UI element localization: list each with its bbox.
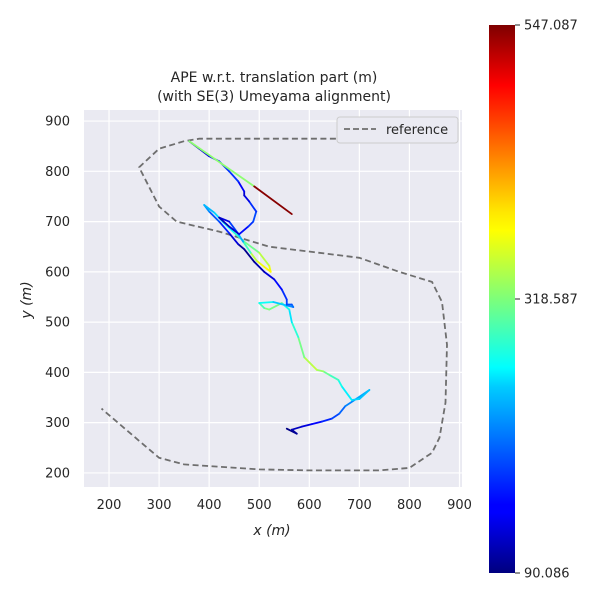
x-tick-label: 800 xyxy=(397,498,422,513)
trajectory-segment xyxy=(247,220,255,228)
trajectory-segment xyxy=(303,356,313,366)
trajectory-segment xyxy=(273,278,283,291)
trajectory-segment xyxy=(290,321,300,339)
trajectory-segment xyxy=(338,405,347,415)
trajectory-segment xyxy=(248,200,258,213)
trajectory-segment xyxy=(243,240,261,254)
trajectory-segment xyxy=(263,270,276,281)
reference-line xyxy=(100,137,448,472)
trajectory-segment xyxy=(255,259,266,268)
x-axis-label: x (m) xyxy=(252,523,290,539)
trajectory-segment xyxy=(280,288,288,301)
chart-subtitle: (with SE(3) Umeyama alignment) xyxy=(157,89,391,105)
trajectory-segment xyxy=(340,385,353,401)
trajectory-segment xyxy=(290,425,303,431)
trajectory-segment xyxy=(228,225,241,236)
legend-box xyxy=(336,116,459,144)
trajectory-segment xyxy=(252,210,258,223)
trajectory-segment xyxy=(242,240,252,254)
y-tick-label: 600 xyxy=(45,265,70,280)
x-tick-label: 500 xyxy=(247,498,272,513)
trajectory-segment xyxy=(208,210,221,223)
trajectory-segment xyxy=(310,420,323,426)
trajectory-segment xyxy=(243,248,256,263)
trajectory-segment xyxy=(218,220,231,235)
trajectory-segment xyxy=(320,417,333,423)
trajectory-segment xyxy=(297,336,306,359)
trajectory-segment xyxy=(272,301,288,307)
x-tick-label: 600 xyxy=(297,498,322,513)
legend: reference xyxy=(336,116,459,144)
trajectory-segment xyxy=(330,412,341,420)
trajectory-segment xyxy=(288,308,293,324)
trajectory-segment xyxy=(253,185,293,215)
reference-trajectory xyxy=(100,137,448,472)
y-tick-label: 500 xyxy=(45,316,70,331)
grid-lines xyxy=(84,110,462,487)
x-axis-ticks: 200 300 400 500 600 700 800 900 xyxy=(97,498,472,513)
y-tick-label: 300 xyxy=(45,416,70,431)
trajectory-segment xyxy=(249,251,258,262)
trajectory-segment xyxy=(237,180,246,193)
legend-reference-label: reference xyxy=(386,123,448,138)
x-tick-label: 300 xyxy=(147,498,172,513)
chart-title: APE w.r.t. translation part (m) xyxy=(171,70,378,86)
trajectory-segment xyxy=(228,232,240,246)
y-axis-label: y (m) xyxy=(19,281,35,319)
plot-area xyxy=(84,110,462,487)
trajectory-segment xyxy=(188,140,256,188)
trajectory-segment xyxy=(228,220,238,233)
trajectory-segment xyxy=(322,370,331,376)
trajectory-segment xyxy=(237,243,246,251)
colorbar-tick-label: 318.587 xyxy=(524,292,578,307)
trajectory-segment xyxy=(243,194,251,203)
trajectory-segment xyxy=(203,204,216,214)
colorbar-tick-label: 547.087 xyxy=(524,19,578,34)
y-tick-label: 200 xyxy=(45,466,70,481)
x-tick-label: 900 xyxy=(447,498,472,513)
colorbar xyxy=(489,25,515,573)
y-tick-label: 800 xyxy=(45,165,70,180)
trajectory-segment xyxy=(358,389,371,400)
trajectory-segment xyxy=(350,398,361,401)
estimated-trajectory xyxy=(188,140,371,435)
trajectory-segment xyxy=(228,170,240,183)
trajectory-segment xyxy=(300,423,313,428)
y-axis-ticks: 200 300 400 500 600 700 800 900 xyxy=(45,115,70,482)
x-tick-label: 400 xyxy=(197,498,222,513)
trajectory-segment xyxy=(328,374,340,381)
trajectory-segment xyxy=(337,379,343,388)
x-tick-label: 200 xyxy=(97,498,122,513)
y-tick-label: 400 xyxy=(45,366,70,381)
trajectory-segment xyxy=(258,251,271,267)
trajectory-segment xyxy=(263,265,272,273)
trajectory-segment xyxy=(238,225,250,236)
y-tick-label: 700 xyxy=(45,215,70,230)
colorbar-tick-label: 90.086 xyxy=(524,567,570,582)
trajectory-segment xyxy=(253,260,266,273)
colorbar-ticks: 547.087 318.587 90.086 xyxy=(515,19,578,582)
trajectory-segment xyxy=(218,216,231,228)
trajectory-segment xyxy=(315,368,325,373)
y-tick-label: 900 xyxy=(45,115,70,130)
x-tick-label: 700 xyxy=(347,498,372,513)
trajectory-segment xyxy=(310,363,318,371)
trajectory-segment xyxy=(258,301,275,304)
